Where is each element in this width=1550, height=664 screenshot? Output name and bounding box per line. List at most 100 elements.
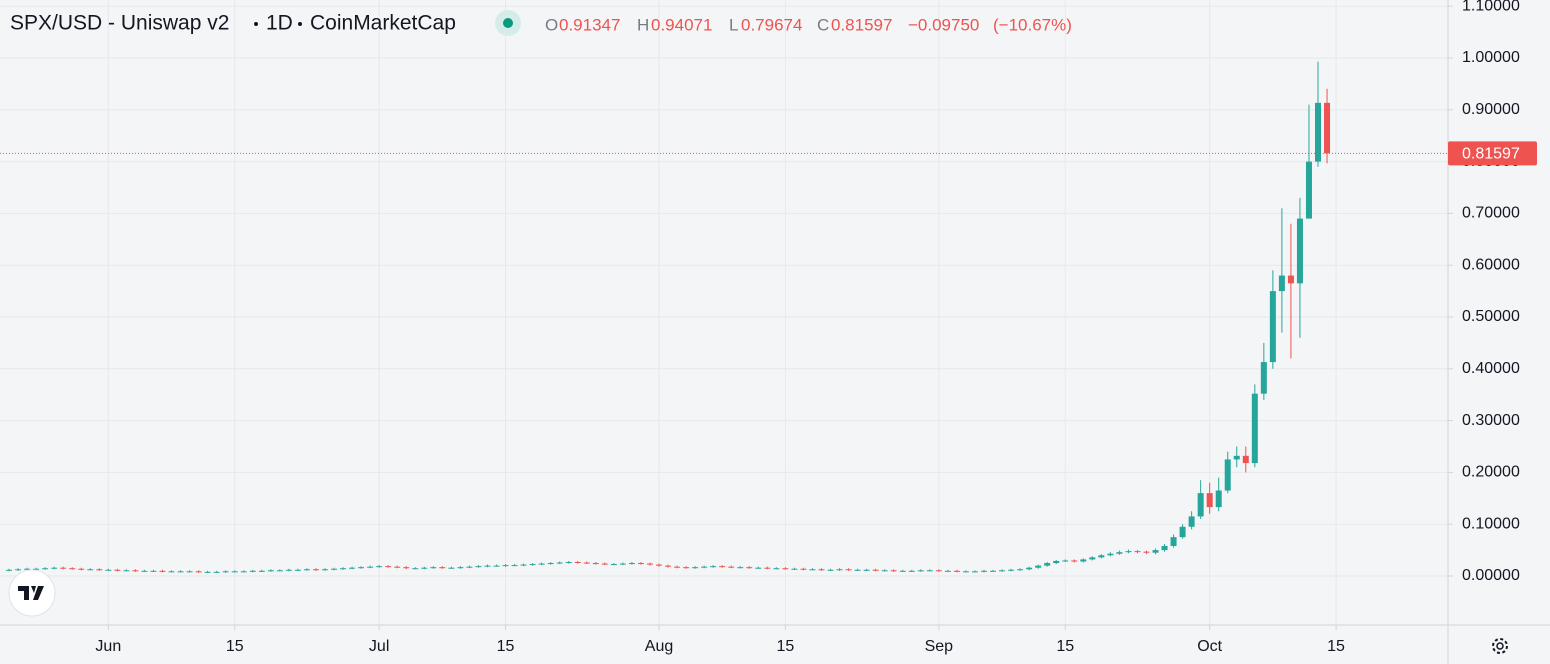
candle-body [222, 571, 229, 573]
candle-body [637, 563, 644, 565]
x-tick-label: 15 [1056, 638, 1074, 655]
change-percent: (−10.67%) [993, 15, 1072, 34]
ohlc-value: 0.91347 [559, 15, 620, 34]
candle-body [926, 570, 933, 572]
candles [0, 61, 1448, 573]
candle-body [990, 570, 997, 572]
x-tick-label: 15 [226, 638, 244, 655]
candle-body [601, 563, 608, 565]
candle-body [78, 568, 85, 570]
y-tick-label: 0.90000 [1462, 101, 1520, 118]
ohlc-value: 0.94071 [651, 15, 712, 34]
candle-body [719, 566, 726, 568]
y-tick-label: 0.10000 [1462, 515, 1520, 532]
candle-body [213, 571, 220, 573]
candle-body [1008, 569, 1015, 571]
candle-body [186, 571, 193, 573]
candle-body [511, 565, 518, 567]
ohlc-key: H [637, 15, 649, 34]
candle-body [1017, 569, 1024, 571]
x-tick-label: Jun [95, 638, 121, 655]
candle-body [240, 571, 247, 573]
candle-body [439, 567, 446, 569]
candle-body [42, 568, 49, 570]
candle-body [1125, 551, 1132, 553]
candle-body [421, 567, 428, 569]
candle-body [24, 568, 31, 570]
ohlc-key: O [545, 15, 558, 34]
candle-body [953, 570, 960, 572]
candle-body [1044, 563, 1051, 566]
candle-body [592, 563, 599, 565]
candle-body [746, 567, 753, 569]
candle-body [854, 569, 861, 571]
candle-body [646, 563, 653, 565]
status-dot [503, 18, 513, 28]
y-tick-label: 0.70000 [1462, 205, 1520, 222]
candle-body [665, 565, 672, 567]
gear-hub [1496, 642, 1504, 650]
candle-body [430, 567, 437, 569]
interval[interactable]: 1D [266, 12, 293, 35]
candle-body [105, 569, 112, 571]
ohlc-value: 0.81597 [831, 15, 892, 34]
candle-body [565, 562, 572, 564]
candle-body [1053, 560, 1060, 564]
candle-body [881, 570, 888, 572]
candle-body [150, 570, 157, 572]
candle-body [1206, 493, 1213, 508]
candle-body [628, 563, 635, 565]
candle-body [60, 567, 67, 569]
candle-body [692, 567, 699, 569]
candle-body [773, 568, 780, 570]
logo-mark [18, 586, 44, 600]
candle-body [1143, 551, 1150, 553]
candle-body [367, 566, 374, 568]
candle-body [1197, 493, 1204, 517]
candle-body [782, 568, 789, 570]
candle-body [358, 567, 365, 569]
candle-body [331, 568, 338, 570]
candle-body [1026, 567, 1033, 570]
candle-body [619, 563, 626, 565]
candle-body [294, 569, 301, 571]
ohlc-value: 0.79674 [741, 15, 802, 34]
candle-body [1152, 550, 1159, 553]
candle-body [123, 570, 130, 572]
candle-body [1062, 560, 1069, 562]
candle-body [1315, 102, 1322, 162]
candle-body [908, 570, 915, 572]
candle-body [944, 570, 951, 572]
axes: 0.00000 0.10000 0.20000 0.30000 0.40000 0.500… [95, 0, 1537, 655]
candle-body [1134, 551, 1141, 553]
candle-body [376, 566, 383, 568]
candle-body [872, 569, 879, 571]
candle-body [1107, 553, 1114, 556]
symbol-title: SPX/USD - Uniswap v2 [10, 12, 229, 35]
ohlc-key: L [729, 15, 738, 34]
candle-body [917, 570, 924, 572]
settings-gear[interactable] [1492, 638, 1508, 654]
candle-body [1188, 516, 1195, 527]
candle-body [340, 568, 347, 570]
candle-body [1035, 565, 1042, 568]
candle-body [303, 569, 310, 571]
candle-body [1080, 559, 1087, 562]
candle-body [583, 562, 590, 564]
candle-body [1287, 275, 1294, 284]
candle-body [538, 563, 545, 565]
candle-body [1242, 455, 1249, 464]
tradingview-logo[interactable] [8, 569, 56, 617]
candle-body [520, 564, 527, 566]
y-tick-label: 1.00000 [1462, 49, 1520, 66]
candle-body [547, 563, 554, 565]
y-tick-label: 0.20000 [1462, 464, 1520, 481]
candle-body [33, 568, 40, 570]
change-value: −0.09750 [908, 15, 979, 34]
candle-body [177, 571, 184, 573]
candle-body [1116, 552, 1123, 554]
candle-body [231, 571, 238, 573]
candle-body [737, 567, 744, 569]
candle-body [204, 571, 211, 573]
